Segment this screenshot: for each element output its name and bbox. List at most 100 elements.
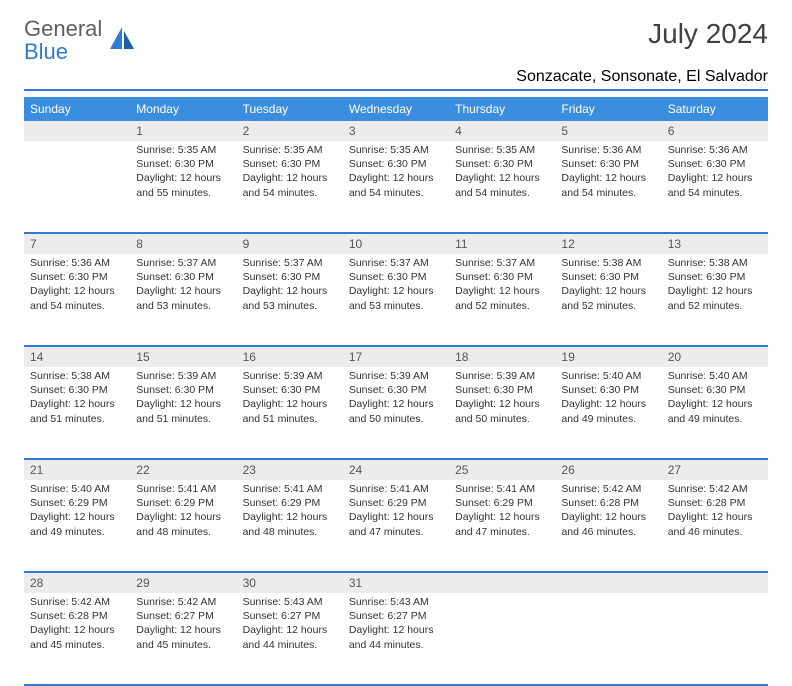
- sunrise-text: Sunrise: 5:35 AM: [136, 143, 230, 157]
- day-cell: Sunrise: 5:36 AMSunset: 6:30 PMDaylight:…: [24, 254, 130, 346]
- weekday-header: Sunday: [24, 97, 130, 121]
- sunset-text: Sunset: 6:30 PM: [349, 157, 443, 171]
- sunrise-text: Sunrise: 5:35 AM: [243, 143, 337, 157]
- day2-text: and 53 minutes.: [243, 299, 337, 313]
- day-number-row: 28293031: [24, 572, 768, 593]
- weekday-header: Monday: [130, 97, 236, 121]
- sunset-text: Sunset: 6:29 PM: [243, 496, 337, 510]
- day2-text: and 46 minutes.: [561, 525, 655, 539]
- calendar-table: Sunday Monday Tuesday Wednesday Thursday…: [24, 97, 768, 686]
- day1-text: Daylight: 12 hours: [455, 397, 549, 411]
- sunrise-text: Sunrise: 5:40 AM: [30, 482, 124, 496]
- weekday-header: Tuesday: [237, 97, 343, 121]
- day-cell: Sunrise: 5:37 AMSunset: 6:30 PMDaylight:…: [130, 254, 236, 346]
- sunrise-text: Sunrise: 5:43 AM: [243, 595, 337, 609]
- day-cell: Sunrise: 5:43 AMSunset: 6:27 PMDaylight:…: [237, 593, 343, 685]
- day2-text: and 51 minutes.: [30, 412, 124, 426]
- sunset-text: Sunset: 6:27 PM: [243, 609, 337, 623]
- day-cell: Sunrise: 5:37 AMSunset: 6:30 PMDaylight:…: [343, 254, 449, 346]
- day-number: 7: [24, 233, 130, 254]
- day-number: 6: [662, 121, 768, 141]
- sunrise-text: Sunrise: 5:40 AM: [668, 369, 762, 383]
- sunset-text: Sunset: 6:30 PM: [136, 383, 230, 397]
- sunrise-text: Sunrise: 5:41 AM: [455, 482, 549, 496]
- day-content-row: Sunrise: 5:35 AMSunset: 6:30 PMDaylight:…: [24, 141, 768, 233]
- day-cell: Sunrise: 5:37 AMSunset: 6:30 PMDaylight:…: [449, 254, 555, 346]
- day-cell: Sunrise: 5:40 AMSunset: 6:30 PMDaylight:…: [662, 367, 768, 459]
- day-number: [555, 572, 661, 593]
- day-number: 11: [449, 233, 555, 254]
- sunrise-text: Sunrise: 5:36 AM: [561, 143, 655, 157]
- sunset-text: Sunset: 6:30 PM: [561, 383, 655, 397]
- day-cell: Sunrise: 5:38 AMSunset: 6:30 PMDaylight:…: [24, 367, 130, 459]
- sunrise-text: Sunrise: 5:39 AM: [136, 369, 230, 383]
- day-number-row: 78910111213: [24, 233, 768, 254]
- sunrise-text: Sunrise: 5:39 AM: [243, 369, 337, 383]
- day1-text: Daylight: 12 hours: [30, 623, 124, 637]
- day-number: 4: [449, 121, 555, 141]
- sunset-text: Sunset: 6:28 PM: [668, 496, 762, 510]
- day2-text: and 54 minutes.: [455, 186, 549, 200]
- day-number: 19: [555, 346, 661, 367]
- day-cell: Sunrise: 5:35 AMSunset: 6:30 PMDaylight:…: [449, 141, 555, 233]
- sunset-text: Sunset: 6:28 PM: [561, 496, 655, 510]
- day-number: 9: [237, 233, 343, 254]
- day2-text: and 46 minutes.: [668, 525, 762, 539]
- day-cell: Sunrise: 5:36 AMSunset: 6:30 PMDaylight:…: [662, 141, 768, 233]
- day2-text: and 45 minutes.: [136, 638, 230, 652]
- sunset-text: Sunset: 6:30 PM: [668, 157, 762, 171]
- day1-text: Daylight: 12 hours: [561, 397, 655, 411]
- day-number: 5: [555, 121, 661, 141]
- day2-text: and 49 minutes.: [561, 412, 655, 426]
- day1-text: Daylight: 12 hours: [243, 284, 337, 298]
- sunrise-text: Sunrise: 5:37 AM: [349, 256, 443, 270]
- day1-text: Daylight: 12 hours: [136, 623, 230, 637]
- day-number: 27: [662, 459, 768, 480]
- day-number-row: 21222324252627: [24, 459, 768, 480]
- day2-text: and 52 minutes.: [455, 299, 549, 313]
- day-number: 23: [237, 459, 343, 480]
- day-cell: Sunrise: 5:38 AMSunset: 6:30 PMDaylight:…: [662, 254, 768, 346]
- sunrise-text: Sunrise: 5:41 AM: [349, 482, 443, 496]
- day-cell: Sunrise: 5:41 AMSunset: 6:29 PMDaylight:…: [237, 480, 343, 572]
- day2-text: and 49 minutes.: [30, 525, 124, 539]
- sunset-text: Sunset: 6:30 PM: [30, 270, 124, 284]
- day-cell: [24, 141, 130, 233]
- day-number-row: 123456: [24, 121, 768, 141]
- day-number: 30: [237, 572, 343, 593]
- day-cell: Sunrise: 5:39 AMSunset: 6:30 PMDaylight:…: [237, 367, 343, 459]
- day-number: 10: [343, 233, 449, 254]
- logo-text-blue: Blue: [24, 39, 68, 64]
- day2-text: and 54 minutes.: [349, 186, 443, 200]
- day2-text: and 53 minutes.: [349, 299, 443, 313]
- day1-text: Daylight: 12 hours: [668, 171, 762, 185]
- day1-text: Daylight: 12 hours: [668, 510, 762, 524]
- sunset-text: Sunset: 6:27 PM: [136, 609, 230, 623]
- day-number: [662, 572, 768, 593]
- day-number: 12: [555, 233, 661, 254]
- sunrise-text: Sunrise: 5:36 AM: [30, 256, 124, 270]
- day-cell: Sunrise: 5:39 AMSunset: 6:30 PMDaylight:…: [343, 367, 449, 459]
- sail-icon: [108, 25, 136, 58]
- logo: General Blue: [24, 18, 136, 64]
- location-text: Sonzacate, Sonsonate, El Salvador: [516, 68, 768, 85]
- day2-text: and 53 minutes.: [136, 299, 230, 313]
- day-number: 21: [24, 459, 130, 480]
- day-number: 13: [662, 233, 768, 254]
- day-cell: [555, 593, 661, 685]
- weekday-header: Saturday: [662, 97, 768, 121]
- weekday-header: Friday: [555, 97, 661, 121]
- day1-text: Daylight: 12 hours: [349, 510, 443, 524]
- day2-text: and 55 minutes.: [136, 186, 230, 200]
- day-content-row: Sunrise: 5:36 AMSunset: 6:30 PM Daylight:…: [24, 254, 768, 346]
- day1-text: Daylight: 12 hours: [455, 171, 549, 185]
- sunset-text: Sunset: 6:30 PM: [243, 383, 337, 397]
- sunrise-text: Sunrise: 5:40 AM: [561, 369, 655, 383]
- sunrise-text: Sunrise: 5:39 AM: [455, 369, 549, 383]
- day-cell: Sunrise: 5:35 AMSunset: 6:30 PMDaylight:…: [130, 141, 236, 233]
- day2-text: and 54 minutes.: [243, 186, 337, 200]
- day-number: 25: [449, 459, 555, 480]
- day2-text: and 50 minutes.: [349, 412, 443, 426]
- day1-text: Daylight: 12 hours: [561, 171, 655, 185]
- sunset-text: Sunset: 6:28 PM: [30, 609, 124, 623]
